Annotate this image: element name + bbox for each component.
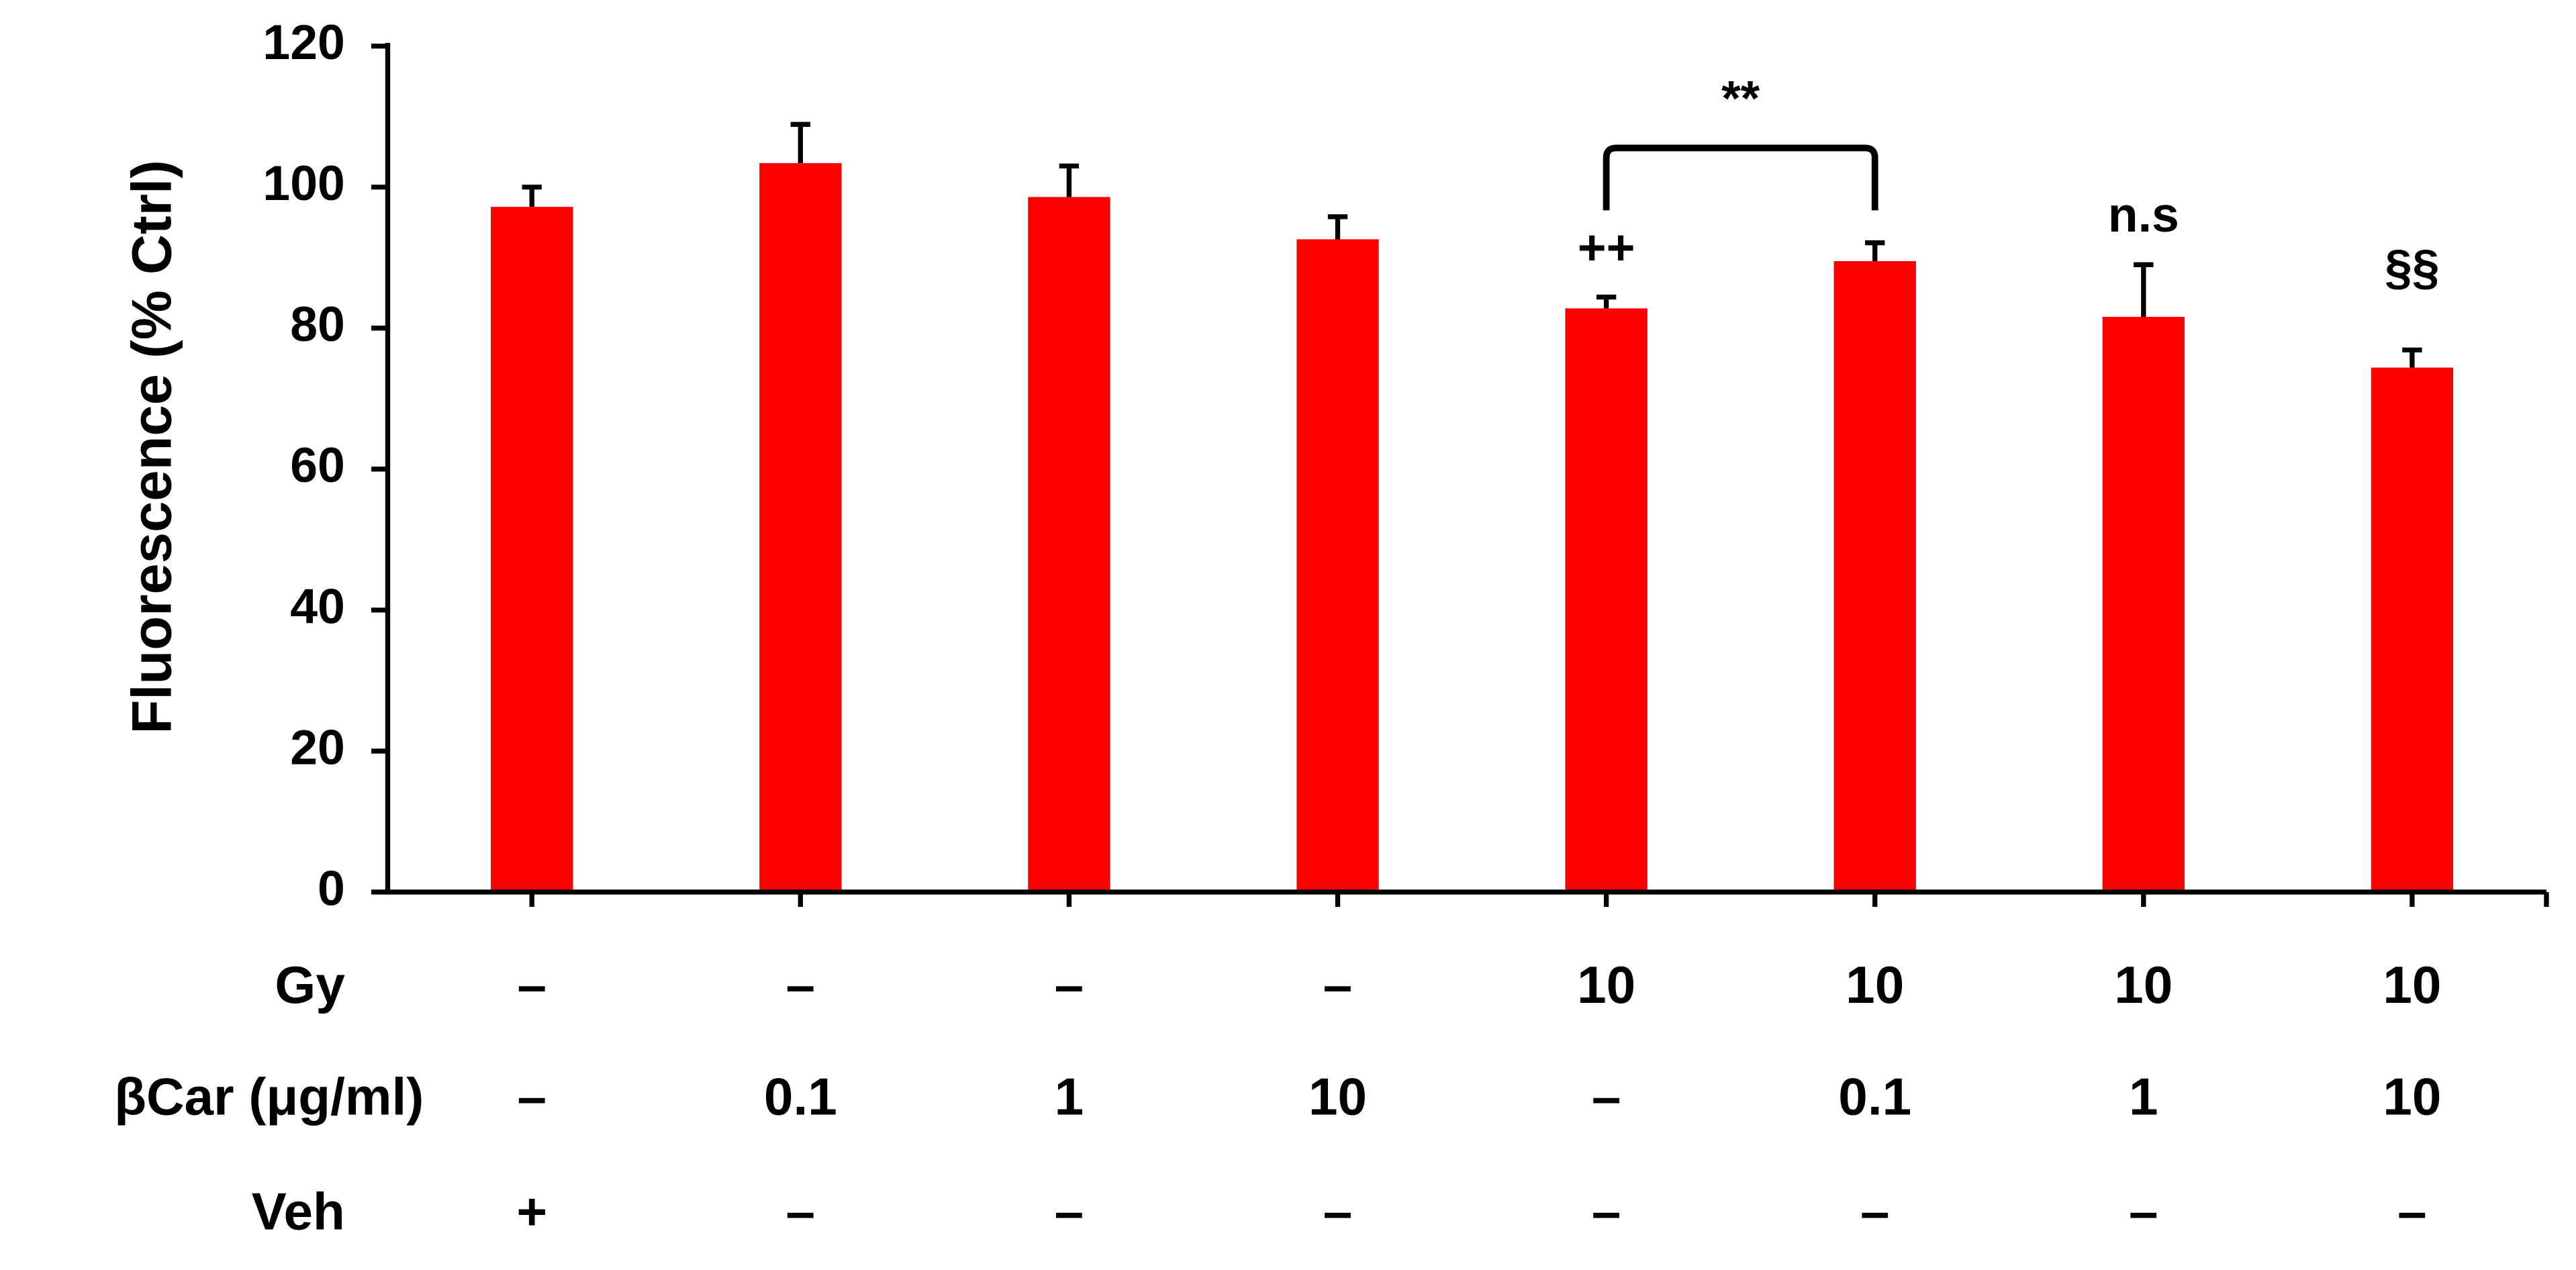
table-cell: –	[1323, 1182, 1353, 1241]
bar	[2371, 367, 2454, 892]
row-label: Gy	[275, 955, 345, 1014]
row-label: Veh	[252, 1182, 345, 1241]
y-tick-label: 0	[318, 861, 345, 916]
y-tick-label: 60	[290, 438, 345, 493]
table-cell: 10	[2383, 1067, 2441, 1126]
table-cell: +	[516, 1182, 547, 1241]
annotation: ++	[1578, 220, 1635, 275]
table-cell: –	[786, 955, 816, 1014]
table-cell: –	[517, 1067, 546, 1126]
bar	[1028, 197, 1110, 892]
table-cell: 10	[1577, 955, 1635, 1014]
row-label: βCar (μg/ml)	[114, 1067, 424, 1126]
table-cell: –	[1055, 1182, 1084, 1241]
y-tick-label: 100	[263, 156, 344, 211]
bar	[1833, 261, 1916, 892]
table-cell: 10	[1846, 955, 1904, 1014]
y-tick-label: 120	[263, 15, 344, 70]
y-tick-label: 20	[290, 720, 345, 775]
table-cell: 0.1	[764, 1067, 837, 1126]
table-cell: 0.1	[1838, 1067, 1911, 1126]
table-cell: –	[2129, 1182, 2158, 1241]
table-cell: –	[1592, 1182, 1621, 1241]
bar	[759, 163, 842, 892]
table-cell: 1	[1055, 1067, 1084, 1126]
annotation: §§	[2385, 240, 2440, 295]
bar	[2102, 317, 2185, 892]
table-cell: –	[2397, 1182, 2427, 1241]
table-cell: 10	[2383, 955, 2441, 1014]
table-cell: 10	[2114, 955, 2173, 1014]
bar	[491, 207, 573, 892]
bar	[1296, 239, 1379, 892]
annotation: **	[1721, 70, 1760, 126]
table-cell: –	[1323, 955, 1353, 1014]
y-axis-label: Fluorescence (% Ctrl)	[120, 160, 183, 734]
table-cell: –	[1055, 955, 1084, 1014]
bar	[1565, 308, 1648, 892]
table-cell: 10	[1308, 1067, 1367, 1126]
table-cell: 1	[2129, 1067, 2158, 1126]
y-tick-label: 40	[290, 579, 345, 634]
table-cell: –	[1860, 1182, 1890, 1241]
y-tick-label: 80	[290, 297, 345, 352]
table-cell: –	[786, 1182, 816, 1241]
significance-bracket	[1603, 144, 1878, 211]
table-cell: –	[517, 955, 546, 1014]
table-cell: –	[1592, 1067, 1621, 1126]
annotation: n.s	[2108, 187, 2179, 242]
